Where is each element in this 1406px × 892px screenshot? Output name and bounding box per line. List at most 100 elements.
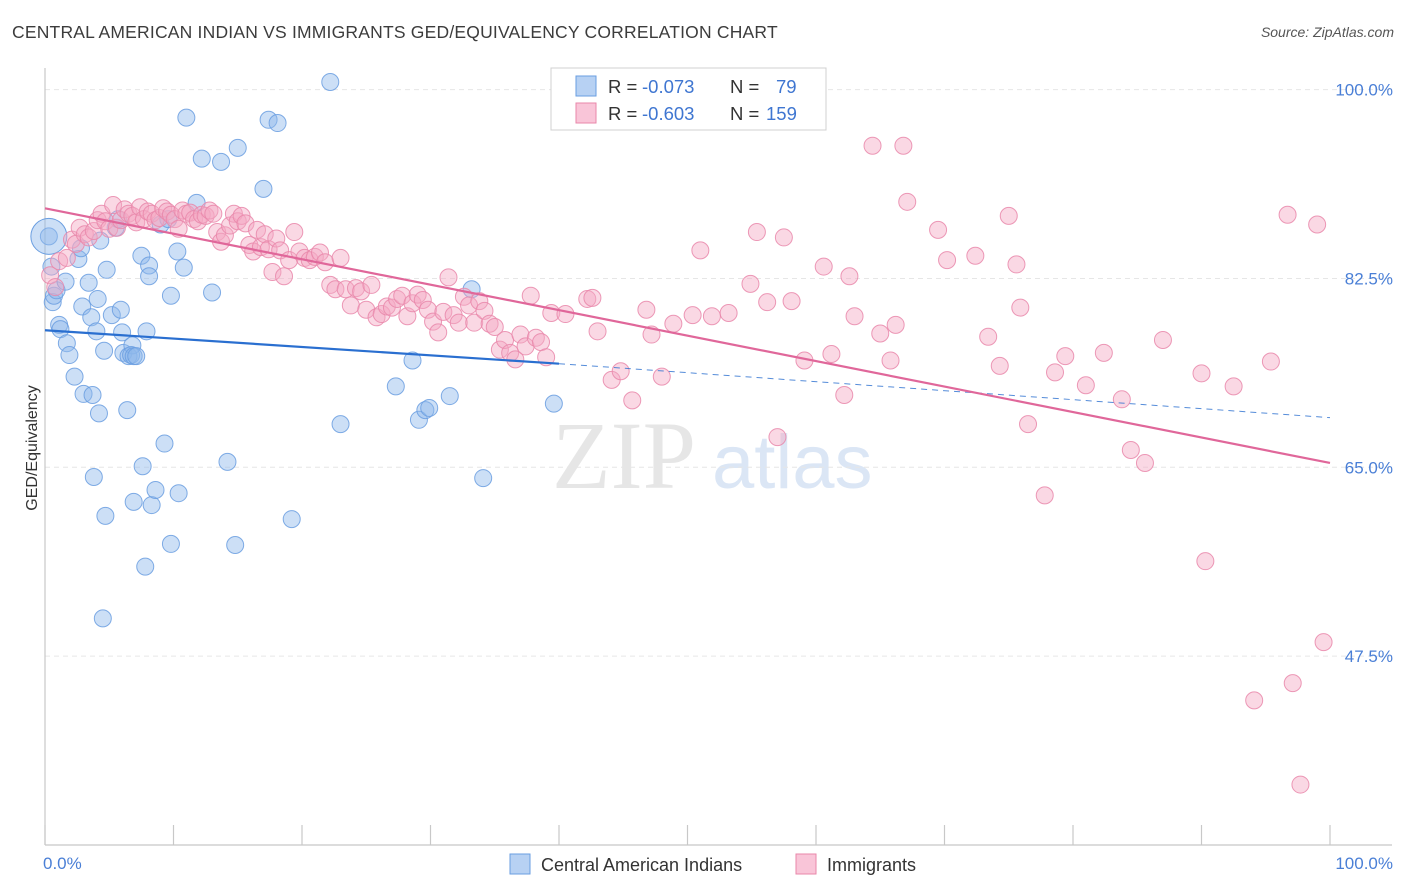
pink-point-166	[1261, 352, 1280, 371]
legend-n-label-1: N =	[730, 76, 759, 97]
blue-point-74	[420, 398, 439, 417]
blue-point-23	[93, 609, 112, 628]
pink-point-99	[485, 318, 504, 336]
pink-point-160	[1135, 453, 1154, 472]
pink-point-75	[362, 275, 381, 294]
blue-point-69	[331, 415, 350, 434]
pink-point-134	[822, 344, 841, 363]
pink-point-48	[236, 214, 255, 233]
blue-point-15	[79, 273, 98, 292]
blue-point-67	[282, 510, 301, 529]
blue-point-33	[118, 401, 137, 420]
pink-point-108	[532, 333, 551, 352]
pink-point-148	[990, 356, 1009, 375]
pink-point-120	[652, 367, 671, 386]
source-label: Source: ZipAtlas.com	[1260, 24, 1394, 40]
pink-point-68	[326, 280, 345, 299]
blue-point-49	[155, 434, 174, 453]
pink-point-139	[871, 324, 890, 343]
trend-line-pink	[44, 207, 1331, 465]
series-central-american-indians	[30, 73, 563, 628]
y-tick-label-0: 47.5%	[1345, 647, 1393, 666]
blue-point-68	[321, 73, 340, 92]
pink-point-81	[393, 286, 412, 305]
pink-point-149	[999, 206, 1018, 225]
blue-point-55	[177, 108, 196, 127]
pink-point-0	[41, 266, 60, 285]
pink-point-137	[845, 307, 864, 326]
pink-point-104	[511, 325, 530, 344]
pink-point-122	[683, 306, 702, 325]
pink-point-143	[898, 192, 917, 211]
legend-box	[550, 67, 827, 131]
pink-point-151	[1011, 298, 1030, 317]
pink-point-98	[480, 314, 499, 333]
pink-point-171	[1314, 633, 1333, 652]
trend-line-blue-extension	[558, 363, 1331, 419]
pink-point-55	[263, 262, 282, 281]
blue-point-16	[82, 308, 101, 327]
blue-point-72	[409, 410, 428, 429]
bottom-legend-swatch-blue	[509, 853, 531, 875]
pink-point-141	[886, 315, 905, 334]
pink-point-131	[782, 292, 801, 311]
pink-point-92	[449, 313, 468, 332]
bottom-legend-label-blue: Central American Indians	[541, 855, 742, 875]
pink-point-90	[439, 268, 458, 287]
blue-point-24	[95, 341, 114, 360]
pink-point-118	[637, 300, 656, 319]
pink-point-9	[84, 221, 103, 240]
legend-n-label-2: N =	[730, 103, 759, 124]
trend-lines	[44, 207, 1331, 465]
blue-point-9	[60, 346, 79, 365]
pink-point-145	[938, 251, 957, 270]
y-tick-label-1: 65.0%	[1345, 458, 1393, 477]
legend-swatch-pink	[575, 102, 597, 124]
blue-point-58	[192, 149, 211, 168]
pink-point-86	[418, 300, 437, 319]
blue-point-17	[83, 385, 102, 404]
bottom-legend: Central American Indians Immigrants	[509, 853, 916, 875]
blue-point-40	[132, 246, 151, 265]
blue-point-75	[440, 387, 459, 406]
gridlines	[45, 89, 1392, 657]
blue-point-64	[254, 179, 273, 198]
pink-point-154	[1046, 363, 1065, 382]
blue-point-60	[212, 152, 231, 171]
pink-point-165	[1245, 691, 1264, 710]
pink-point-155	[1056, 347, 1075, 366]
pink-point-130	[774, 228, 793, 247]
pink-point-125	[719, 303, 738, 322]
trend-line-blue	[44, 329, 560, 365]
blue-point-18	[84, 468, 103, 487]
blue-point-78	[544, 394, 563, 413]
blue-point-0	[39, 227, 58, 246]
pink-point-161	[1153, 330, 1172, 349]
pink-point-1	[46, 278, 65, 297]
pink-point-150	[1007, 255, 1026, 274]
watermark-atlas: atlas	[712, 420, 873, 505]
y-tick-label-3: 100.0%	[1335, 81, 1393, 100]
bottom-legend-label-pink: Immigrants	[827, 855, 916, 875]
blue-point-54	[169, 484, 188, 503]
blue-point-38	[124, 492, 143, 511]
pink-point-162	[1192, 364, 1211, 383]
blue-point-10	[65, 367, 84, 386]
pink-point-83	[403, 294, 422, 313]
blue-point-56	[174, 258, 193, 277]
legend-swatch-blue	[575, 75, 597, 97]
pink-point-123	[691, 241, 710, 260]
pink-point-73	[352, 282, 371, 301]
pink-point-144	[929, 220, 948, 239]
blue-point-71	[403, 351, 422, 370]
legend-r-label-1: R =	[608, 76, 637, 97]
pink-point-124	[702, 307, 721, 326]
pink-point-147	[979, 327, 998, 346]
blue-point-39	[127, 347, 146, 366]
blue-point-27	[102, 306, 121, 325]
pink-point-72	[346, 279, 365, 298]
blue-point-51	[161, 286, 180, 305]
pink-point-109	[537, 348, 556, 367]
blue-point-46	[142, 496, 161, 515]
bottom-legend-swatch-pink	[795, 853, 817, 875]
